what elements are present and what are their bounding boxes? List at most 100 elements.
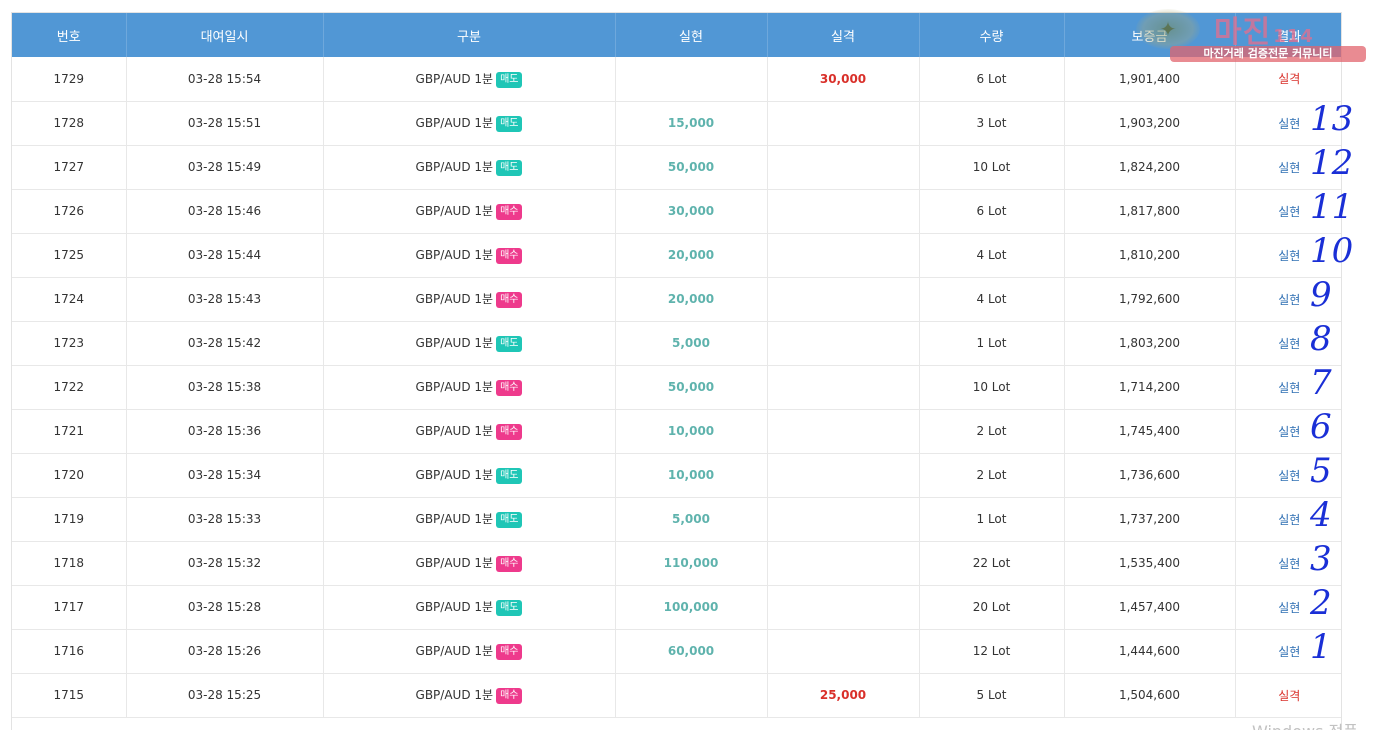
cell-gain: 20,000 — [615, 277, 768, 322]
cell-product: GBP/AUD 1분 매수 — [323, 365, 616, 410]
cell-time: 03-28 15:38 — [126, 365, 324, 410]
table-row: 1715 03-28 15:25 GBP/AUD 1분 매수 25,000 5 Lot 1,… — [12, 673, 1341, 718]
cell-quantity: 3 Lot — [919, 101, 1065, 146]
trade-type-badge: 매수 — [496, 556, 523, 572]
product-name: GBP/AUD 1분 — [415, 204, 494, 218]
col-header-quantity: 수량 — [919, 13, 1065, 57]
cell-number: 1728 — [12, 101, 127, 146]
cell-time: 03-28 15:36 — [126, 409, 324, 454]
cell-number: 1723 — [12, 321, 127, 366]
cell-gain: 5,000 — [615, 497, 768, 542]
cell-product: GBP/AUD 1분 매수 — [323, 673, 616, 718]
cell-result: 실현 — [1235, 145, 1341, 190]
cell-quantity: 4 Lot — [919, 277, 1065, 322]
cell-product: GBP/AUD 1분 매수 — [323, 233, 616, 278]
cell-number: 1719 — [12, 497, 127, 542]
cell-deposit: 1,737,200 — [1064, 497, 1236, 542]
cell-number: 1724 — [12, 277, 127, 322]
cell-product: GBP/AUD 1분 매도 — [323, 145, 616, 190]
table-row: 1720 03-28 15:34 GBP/AUD 1분 매도 10,000 2 Lot 1,… — [12, 453, 1341, 498]
product-name: GBP/AUD 1분 — [415, 292, 494, 306]
cell-gain: 15,000 — [615, 101, 768, 146]
cell-loss — [767, 629, 920, 674]
cell-quantity: 1 Lot — [919, 321, 1065, 366]
cell-result: 실격 — [1235, 673, 1341, 718]
cell-quantity: 10 Lot — [919, 145, 1065, 190]
cell-number: 1727 — [12, 145, 127, 190]
cell-loss: 25,000 — [767, 673, 920, 718]
cell-deposit: 1,810,200 — [1064, 233, 1236, 278]
cell-deposit: 1,903,200 — [1064, 101, 1236, 146]
trade-type-badge: 매도 — [496, 71, 523, 88]
table-header-row: 번호 대여일시 구분 실현 실격 수량 보증금 결과 — [12, 13, 1341, 57]
cell-deposit: 1,745,400 — [1064, 409, 1236, 454]
trade-type-badge: 매수 — [496, 204, 523, 220]
cell-gain: 110,000 — [615, 541, 768, 586]
cell-deposit: 1,817,800 — [1064, 189, 1236, 234]
cell-gain: 50,000 — [615, 145, 768, 190]
cell-product: GBP/AUD 1분 매수 — [323, 277, 616, 322]
trade-type-badge: 매도 — [496, 336, 523, 352]
cell-loss — [767, 365, 920, 410]
product-name: GBP/AUD 1분 — [415, 600, 494, 614]
cell-deposit: 1,714,200 — [1064, 365, 1236, 410]
cell-quantity: 10 Lot — [919, 365, 1065, 410]
cell-time: 03-28 15:51 — [126, 101, 324, 146]
cell-gain: 10,000 — [615, 453, 768, 498]
col-header-gain: 실현 — [615, 13, 768, 57]
cell-number: 1729 — [12, 57, 127, 102]
trade-type-badge: 매수 — [496, 292, 523, 308]
cell-result: 실현 — [1235, 101, 1341, 146]
cell-product: GBP/AUD 1분 매도 — [323, 585, 616, 630]
trade-type-badge: 매도 — [496, 468, 523, 484]
cell-loss — [767, 189, 920, 234]
cell-gain: 50,000 — [615, 365, 768, 410]
cell-time: 03-28 15:42 — [126, 321, 324, 366]
cell-loss — [767, 233, 920, 278]
product-name: GBP/AUD 1분 — [415, 116, 494, 130]
cell-quantity: 4 Lot — [919, 233, 1065, 278]
cell-gain: 60,000 — [615, 629, 768, 674]
cell-result: 실현 — [1235, 277, 1341, 322]
trade-type-badge: 매수 — [496, 248, 523, 264]
trade-type-badge: 매도 — [496, 116, 523, 132]
cell-loss — [767, 321, 920, 366]
cell-quantity: 5 Lot — [919, 673, 1065, 718]
cell-deposit: 1,535,400 — [1064, 541, 1236, 586]
cell-deposit: 1,457,400 — [1064, 585, 1236, 630]
cell-product: GBP/AUD 1분 매도 — [323, 453, 616, 498]
product-name: GBP/AUD 1분 — [415, 160, 494, 174]
col-header-deposit: 보증금 — [1064, 13, 1236, 57]
col-header-time: 대여일시 — [126, 13, 324, 57]
cell-result: 실현 — [1235, 365, 1341, 410]
cell-time: 03-28 15:34 — [126, 453, 324, 498]
cell-gain: 5,000 — [615, 321, 768, 366]
col-header-number: 번호 — [12, 13, 127, 57]
table-row: 1728 03-28 15:51 GBP/AUD 1분 매도 15,000 3 Lot 1,… — [12, 101, 1341, 146]
cell-deposit: 1,824,200 — [1064, 145, 1236, 190]
cell-result: 실현 — [1235, 453, 1341, 498]
cell-deposit: 1,901,400 — [1064, 57, 1236, 102]
product-name: GBP/AUD 1분 — [415, 380, 494, 394]
cell-loss — [767, 101, 920, 146]
trade-history-table-container: 번호 대여일시 구분 실현 실격 수량 보증금 결과 1729 03-28 15:… — [11, 12, 1342, 730]
cell-product: GBP/AUD 1분 매도 — [323, 101, 616, 146]
cell-product: GBP/AUD 1분 매수 — [323, 409, 616, 454]
cell-loss — [767, 145, 920, 190]
cell-loss — [767, 453, 920, 498]
table-row: 1725 03-28 15:44 GBP/AUD 1분 매수 20,000 4 Lot 1,… — [12, 233, 1341, 278]
cell-loss — [767, 409, 920, 454]
cell-loss — [767, 541, 920, 586]
cell-product: GBP/AUD 1분 매수 — [323, 541, 616, 586]
cell-result: 실현 — [1235, 233, 1341, 278]
cell-product: GBP/AUD 1분 매수 — [323, 189, 616, 234]
table-row: 1717 03-28 15:28 GBP/AUD 1분 매도 100,000 20 Lot… — [12, 585, 1341, 630]
trade-type-badge: 매수 — [496, 380, 523, 396]
table-row: 1721 03-28 15:36 GBP/AUD 1분 매수 10,000 2 Lot 1,… — [12, 409, 1341, 454]
cell-product: GBP/AUD 1분 매수 — [323, 629, 616, 674]
cell-loss — [767, 277, 920, 322]
cell-product: GBP/AUD 1분 매도 — [323, 497, 616, 542]
cell-gain: 20,000 — [615, 233, 768, 278]
cell-quantity: 2 Lot — [919, 409, 1065, 454]
cell-gain: 100,000 — [615, 585, 768, 630]
